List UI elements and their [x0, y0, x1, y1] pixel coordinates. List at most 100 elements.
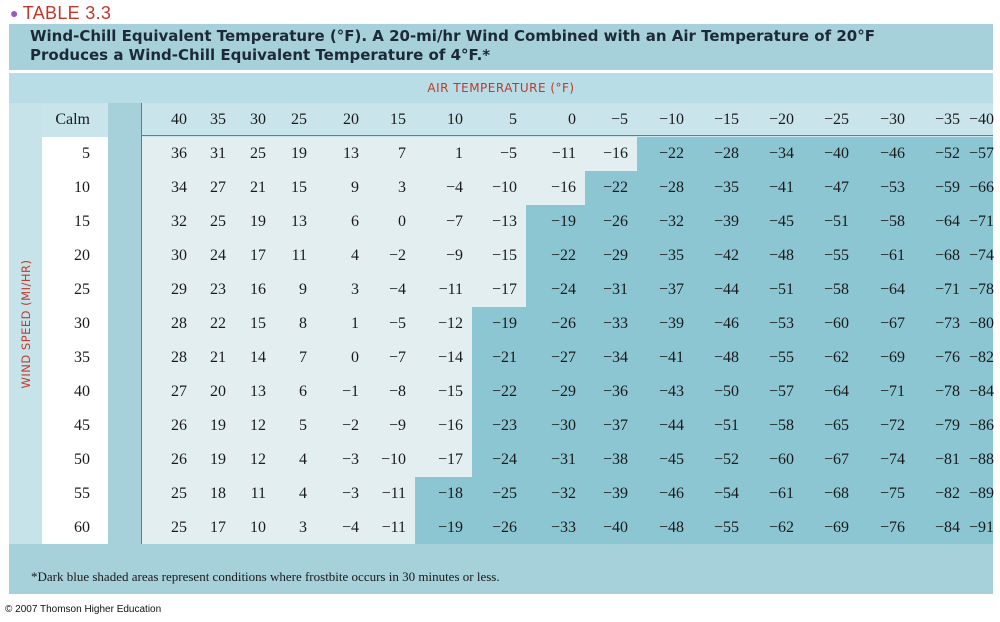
wind-chill-cell: −62	[803, 341, 858, 375]
wind-chill-cell: −15	[472, 239, 526, 273]
air-temp-16: −40	[969, 103, 994, 137]
wind-chill-cell: −45	[637, 443, 693, 477]
wind-chill-cell: −64	[803, 375, 858, 409]
wind-chill-cell: 17	[196, 511, 235, 545]
wind-chill-cell: −21	[472, 341, 526, 375]
wind-chill-cell: 12	[235, 409, 275, 443]
wind-speed-row: 60 25 17 10 3 −4 −11 −19 −26 −33 −40 −48 −55 −62 −69 −7…	[42, 511, 994, 545]
air-temperature-row: Calm 40 35 30 25 20 15 10 5 0 −5 −10 −15 −20 −25 −30 −35…	[42, 103, 994, 137]
wind-chill-cell: 6	[316, 205, 368, 239]
wind-speed-15: 15	[42, 205, 108, 239]
wind-chill-cell: −9	[415, 239, 472, 273]
wind-speed-band	[9, 103, 42, 544]
wind-speed-35: 35	[42, 341, 108, 375]
wind-chill-cell: −78	[914, 375, 969, 409]
wind-chill-cell: −58	[803, 273, 858, 307]
wind-chill-cell: −18	[415, 477, 472, 511]
wind-chill-cell: −67	[858, 307, 914, 341]
wind-chill-cell: −32	[637, 205, 693, 239]
title-separator	[9, 70, 993, 73]
header-divider	[141, 135, 993, 136]
wind-speed-60: 60	[42, 511, 108, 545]
wind-chill-cell: 3	[275, 511, 316, 545]
wind-chill-cell: −51	[803, 205, 858, 239]
wind-chill-cell: 11	[275, 239, 316, 273]
wind-chill-cell: −60	[748, 443, 803, 477]
wind-chill-cell: −29	[526, 375, 585, 409]
wind-chill-cell: 9	[316, 171, 368, 205]
wind-chill-cell: −79	[914, 409, 969, 443]
wind-chill-cell: 15	[235, 307, 275, 341]
wind-chill-cell: 25	[141, 477, 196, 511]
wind-chill-cell: −46	[693, 307, 748, 341]
wind-chill-cell: −3	[316, 443, 368, 477]
wind-chill-cell: 19	[275, 137, 316, 171]
wind-chill-cell: −26	[472, 511, 526, 545]
wind-chill-cell: 32	[141, 205, 196, 239]
wind-chill-cell: −41	[748, 171, 803, 205]
wind-chill-cell: 11	[235, 477, 275, 511]
wind-chill-cell: −19	[472, 307, 526, 341]
wind-chill-cell: −66	[969, 171, 994, 205]
wind-chill-cell: 13	[235, 375, 275, 409]
wind-chill-cell: 23	[196, 273, 235, 307]
wind-chill-cell: −71	[914, 273, 969, 307]
title-line-1: Wind-Chill Equivalent Temperature (°F). …	[30, 27, 875, 45]
wind-chill-cell: −40	[585, 511, 637, 545]
air-temp-8: 0	[526, 103, 585, 137]
wind-speed-row: 30 28 22 15 8 1 −5 −12 −19 −26 −33 −39 −46 −53 −60 −67−…	[42, 307, 994, 341]
wind-chill-cell: 4	[275, 443, 316, 477]
wind-chill-cell: 10	[235, 511, 275, 545]
wind-chill-cell: −89	[969, 477, 994, 511]
footnote: *Dark blue shaded areas represent condit…	[9, 544, 993, 594]
wind-chill-cell: −60	[803, 307, 858, 341]
air-temperature-header: AIR TEMPERATURE (°F)	[9, 73, 993, 103]
wind-chill-cell: −17	[415, 443, 472, 477]
wind-chill-cell: −46	[858, 137, 914, 171]
wind-chill-cell: −84	[914, 511, 969, 545]
wind-chill-cell: −7	[368, 341, 415, 375]
wind-chill-cell: −61	[748, 477, 803, 511]
wind-chill-cell: −16	[585, 137, 637, 171]
wind-chill-cell: 0	[368, 205, 415, 239]
wind-chill-cell: 3	[368, 171, 415, 205]
wind-chill-cell: −41	[637, 341, 693, 375]
wind-chill-cell: 25	[141, 511, 196, 545]
air-temp-4: 20	[316, 103, 368, 137]
wind-speed-row: 50 26 19 12 4 −3 −10 −17 −24 −31 −38 −45 −52 −60 −67 −7…	[42, 443, 994, 477]
calm-label: Calm	[42, 103, 108, 137]
wind-chill-cell: −22	[585, 171, 637, 205]
wind-chill-cell: −17	[472, 273, 526, 307]
wind-chill-cell: −76	[914, 341, 969, 375]
wind-speed-row: 40 27 20 13 6 −1 −8 −15 −22 −29 −36 −43 −50 −57 −64 −71…	[42, 375, 994, 409]
wind-chill-cell: −53	[748, 307, 803, 341]
wind-chill-cell: −38	[585, 443, 637, 477]
wind-chill-cell: 24	[196, 239, 235, 273]
wind-chill-cell: 25	[235, 137, 275, 171]
wind-chill-cell: −24	[526, 273, 585, 307]
air-temp-13: −25	[803, 103, 858, 137]
column-divider	[141, 103, 142, 544]
air-temp-5: 15	[368, 103, 415, 137]
wind-speed-40: 40	[42, 375, 108, 409]
wind-chill-cell: −4	[415, 171, 472, 205]
wind-chill-cell: −86	[969, 409, 994, 443]
wind-chill-cell: −57	[748, 375, 803, 409]
air-temp-15: −35	[914, 103, 969, 137]
wind-chill-cell: −55	[693, 511, 748, 545]
wind-chill-cell: 16	[235, 273, 275, 307]
wind-chill-cell: −11	[526, 137, 585, 171]
wind-chill-cell: −2	[368, 239, 415, 273]
wind-speed-row: 15 32 25 19 13 6 0 −7 −13 −19 −26 −32 −39 −45 −51 −58 −6…	[42, 205, 994, 239]
wind-chill-cell: −76	[858, 511, 914, 545]
wind-chill-cell: −43	[637, 375, 693, 409]
wind-chill-cell: −51	[748, 273, 803, 307]
bullet-icon: ●	[10, 5, 19, 21]
wind-chill-cell: 27	[196, 171, 235, 205]
wind-chill-cell: −23	[472, 409, 526, 443]
wind-chill-cell: 36	[141, 137, 196, 171]
wind-chill-cell: 29	[141, 273, 196, 307]
wind-chill-cell: −57	[969, 137, 994, 171]
wind-chill-cell: −31	[585, 273, 637, 307]
wind-chill-cell: −39	[637, 307, 693, 341]
